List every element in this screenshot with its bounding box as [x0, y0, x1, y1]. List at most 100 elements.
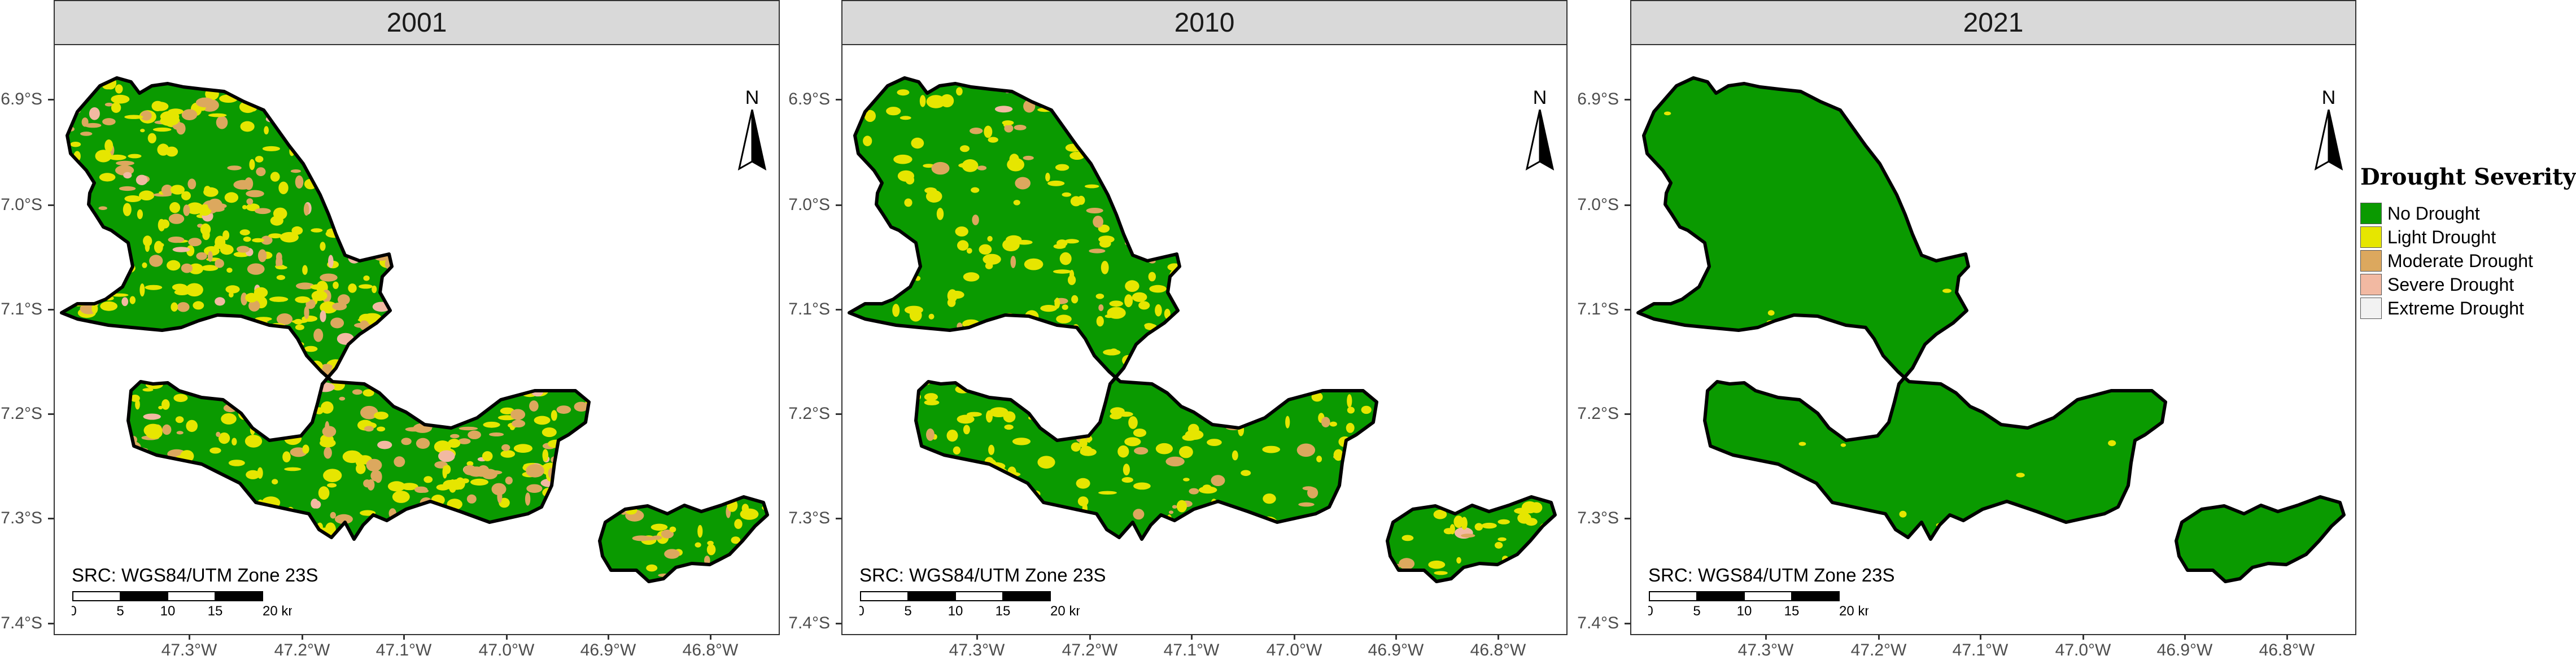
drought-patch	[2081, 381, 2086, 388]
lat-tick-label: 7.0°S	[1577, 195, 1619, 214]
drought-patch	[320, 438, 336, 448]
drought-patch	[102, 410, 120, 418]
drought-patch	[320, 301, 338, 314]
drought-patch	[1557, 375, 1564, 381]
drought-patch	[744, 186, 752, 199]
drought-patch	[676, 327, 686, 338]
drought-patch	[465, 78, 479, 84]
drought-patch	[1559, 91, 1566, 100]
drought-patch	[1089, 248, 1106, 253]
drought-patch	[196, 477, 204, 491]
drought-patch	[653, 175, 663, 181]
drought-patch	[1077, 496, 1089, 506]
municipality-boundary-main	[60, 76, 591, 541]
drought-patch	[703, 427, 718, 435]
drought-patch	[638, 113, 657, 120]
drought-patch	[892, 304, 900, 317]
drought-patch	[115, 484, 133, 491]
drought-patch	[89, 348, 101, 361]
drought-patch	[234, 522, 239, 535]
drought-patch	[913, 533, 922, 541]
drought-patch	[1165, 456, 1185, 467]
drought-patch	[435, 349, 445, 358]
lat-tick: 7.1°S	[1577, 298, 1630, 321]
lat-tick: 7.0°S	[1577, 194, 1630, 216]
tick-mark	[836, 517, 841, 519]
drought-patch	[1376, 80, 1395, 84]
drought-patch	[601, 338, 614, 352]
drought-patch	[501, 240, 512, 251]
drought-patch	[367, 479, 375, 491]
drought-patch	[2164, 98, 2173, 104]
drought-patch	[1124, 146, 1131, 154]
drought-patch	[1265, 265, 1270, 278]
drought-patch	[542, 427, 557, 438]
drought-patch	[373, 90, 383, 94]
drought-patch	[715, 112, 720, 121]
scale-label: 20 km	[1050, 604, 1080, 619]
drought-patch	[483, 329, 498, 341]
drought-patch	[664, 123, 670, 135]
drought-patch	[1278, 143, 1290, 152]
drought-patch	[152, 127, 172, 132]
drought-patch	[69, 455, 87, 467]
drought-patch	[377, 440, 392, 449]
drought-patch	[650, 167, 670, 176]
drought-patch	[95, 517, 102, 523]
drought-patch	[983, 253, 1001, 265]
drought-patch	[698, 184, 709, 197]
drought-patch	[1241, 524, 1254, 535]
drought-patch	[1099, 548, 1108, 553]
drought-patch	[547, 165, 558, 169]
drought-patch	[1234, 370, 1247, 378]
drought-patch	[1475, 90, 1482, 100]
legend-swatch	[2360, 226, 2382, 248]
drought-patch	[1441, 364, 1449, 375]
drought-patch	[645, 375, 652, 387]
drought-patch	[110, 418, 120, 431]
drought-patch	[1276, 278, 1285, 291]
drought-patch	[108, 334, 122, 341]
drought-patch	[1461, 207, 1480, 216]
drought-patch	[254, 377, 263, 388]
drought-patch	[640, 106, 654, 115]
drought-patch	[946, 430, 958, 442]
drought-patch	[582, 591, 600, 596]
drought-patch	[246, 470, 260, 479]
drought-patch	[542, 145, 559, 158]
drought-patch	[140, 129, 145, 133]
drought-patch	[1544, 171, 1555, 185]
drought-patch	[1013, 200, 1020, 206]
drought-patch	[1202, 298, 1217, 308]
drought-patch	[330, 512, 336, 519]
drought-patch	[628, 400, 636, 405]
drought-patch	[140, 480, 155, 488]
drought-patch	[343, 196, 352, 207]
drought-patch	[529, 400, 539, 412]
drought-patch	[1147, 159, 1158, 169]
drought-patch	[213, 506, 226, 519]
drought-patch	[1117, 445, 1129, 458]
drought-patch	[500, 107, 507, 113]
scale-label: 15	[208, 604, 223, 619]
drought-patch	[315, 173, 332, 184]
drought-patch	[311, 290, 328, 301]
drought-patch	[1198, 486, 1217, 494]
drought-patch	[228, 460, 245, 466]
drought-patch	[549, 538, 566, 549]
drought-patch	[1176, 120, 1182, 130]
drought-patch	[1461, 190, 1468, 198]
drought-patch	[407, 267, 418, 274]
drought-patch	[1148, 541, 1164, 547]
drought-patch	[865, 253, 879, 260]
drought-patch	[312, 500, 321, 509]
drought-patch	[1009, 551, 1017, 562]
drought-patch	[246, 190, 264, 198]
drought-patch	[486, 345, 505, 351]
scale-bar: 05101520 km	[857, 591, 1087, 619]
scale-label: 10	[948, 604, 963, 619]
drought-patch	[618, 89, 635, 103]
drought-patch	[455, 560, 470, 567]
drought-patch	[897, 474, 912, 484]
drought-patch	[1183, 243, 1197, 250]
